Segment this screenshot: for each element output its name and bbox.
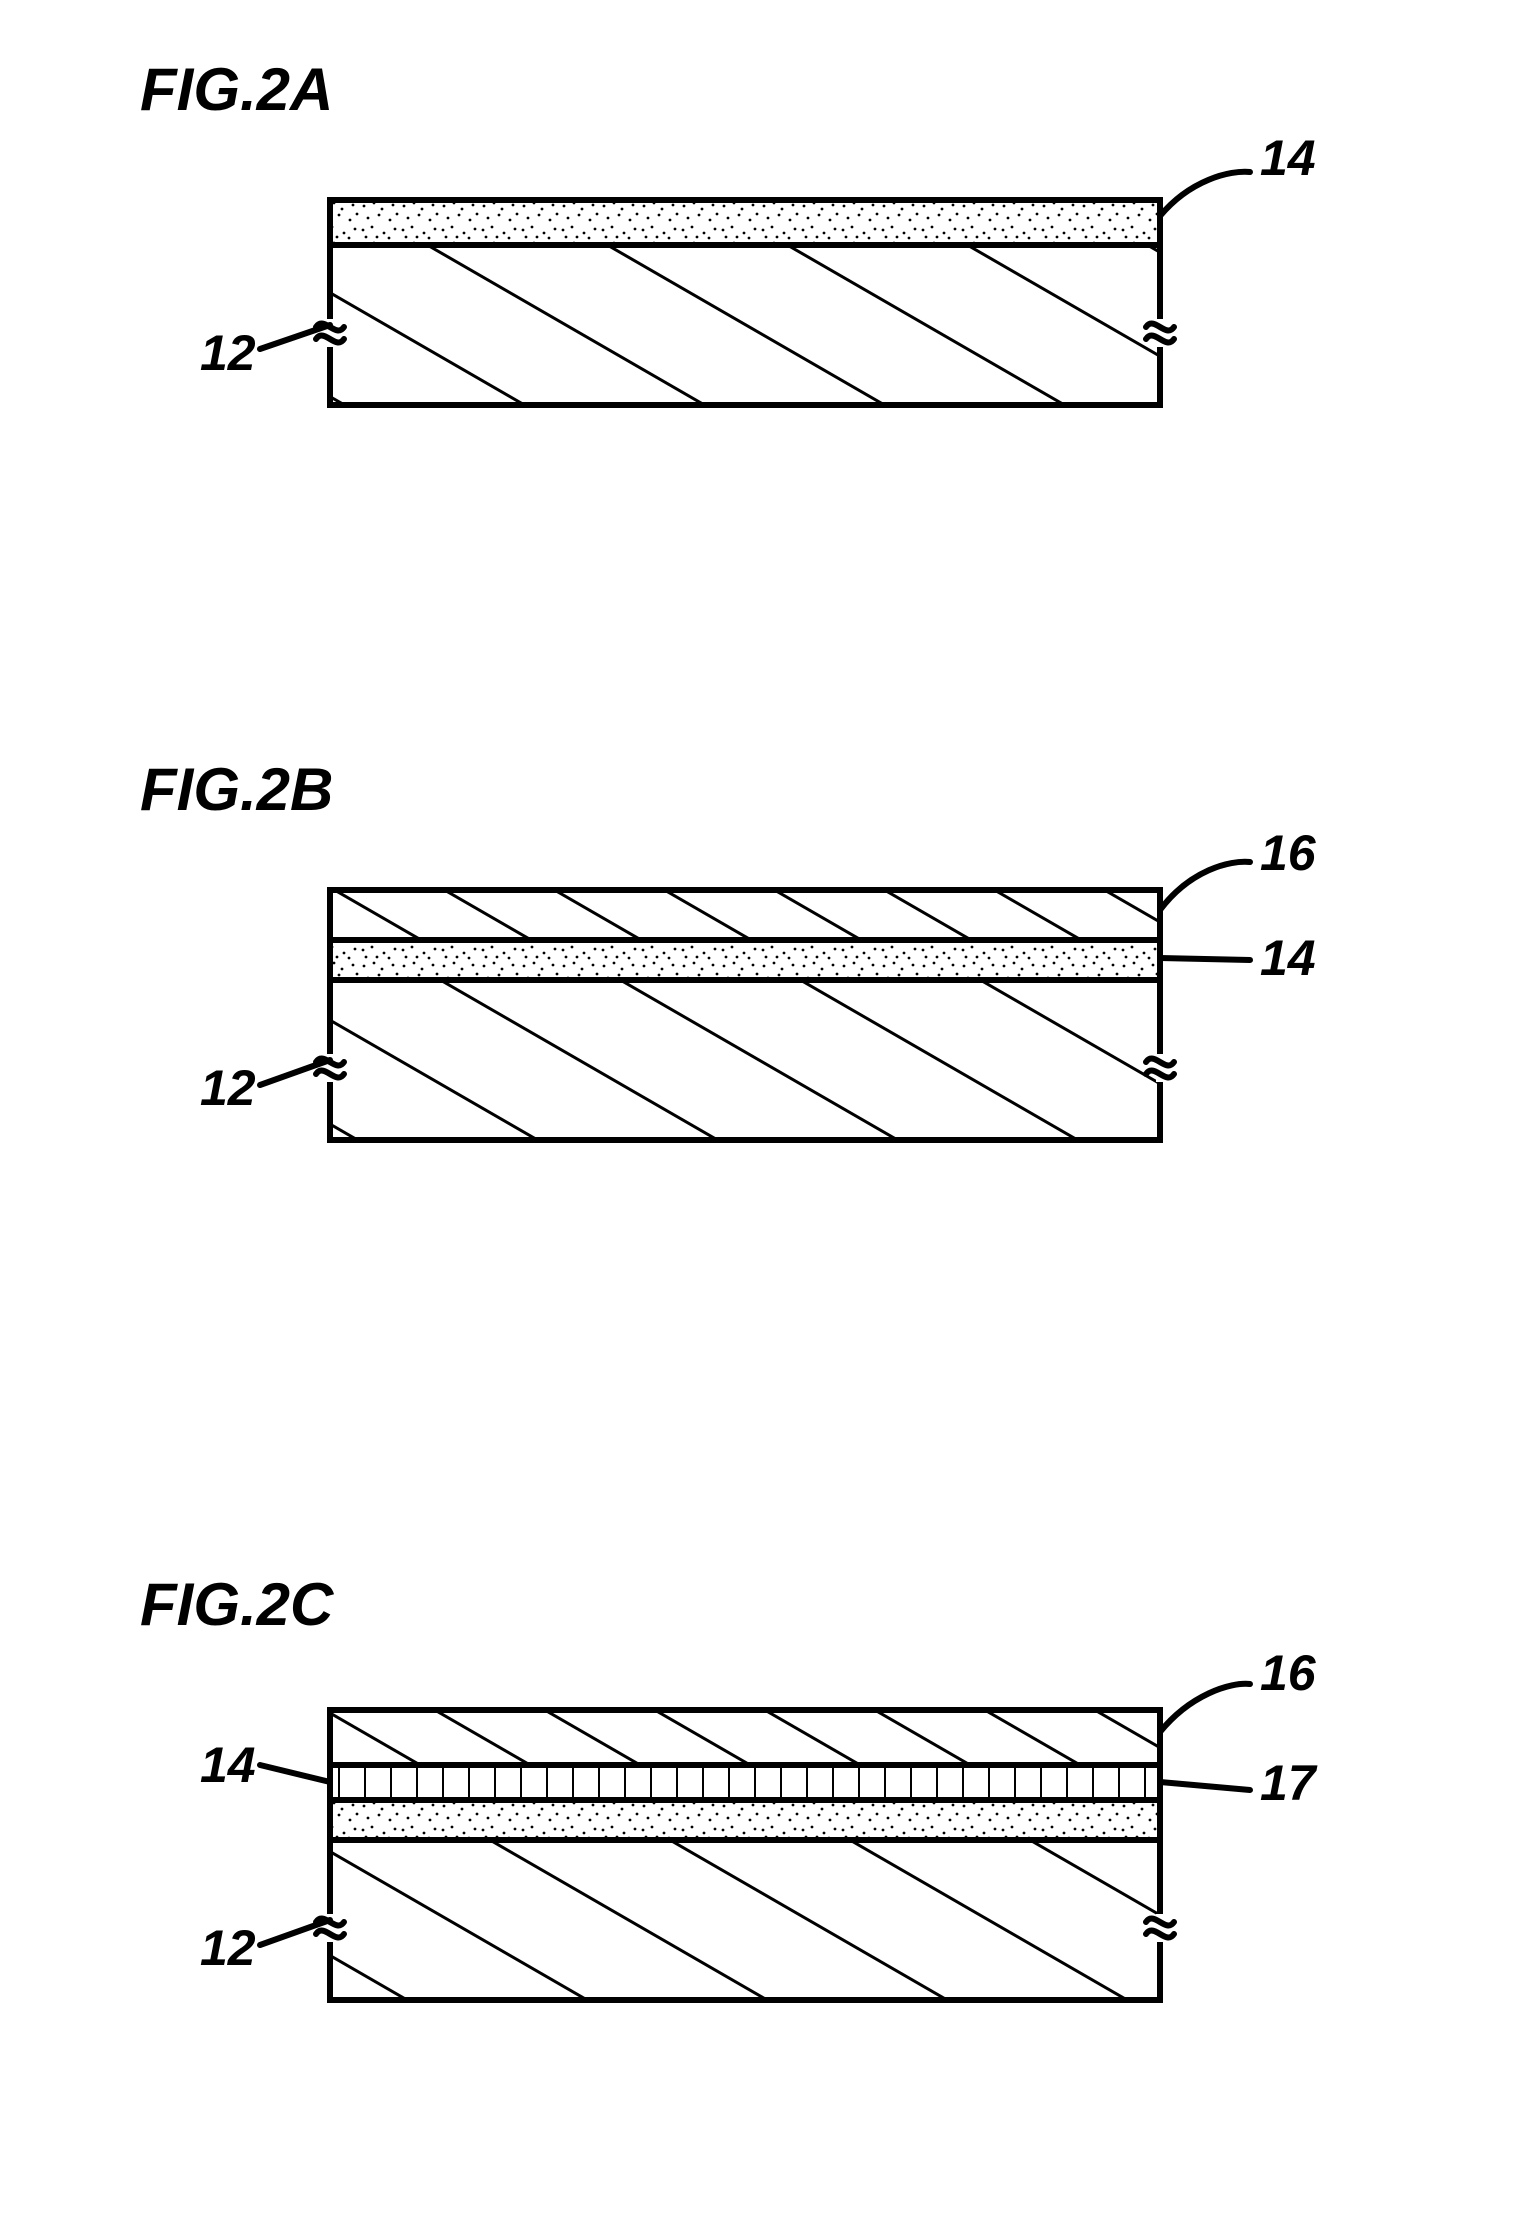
ref-label-14: 14 — [200, 1737, 256, 1793]
leader-line-14 — [1160, 958, 1250, 960]
figure-title: FIG.2A — [140, 56, 333, 123]
leader-line-16 — [1160, 862, 1250, 910]
fig2b: FIG.2B 16 14 12 — [140, 756, 1317, 1140]
layer-14 — [330, 940, 1160, 980]
ref-label-12: 12 — [200, 1060, 256, 1116]
ref-label-14: 14 — [1260, 930, 1316, 986]
layer-16 — [330, 1710, 1160, 1765]
ref-label-14: 14 — [1260, 130, 1316, 186]
layer-12 — [330, 245, 1160, 405]
layer-17 — [330, 1765, 1160, 1800]
ref-label-17: 17 — [1260, 1755, 1318, 1811]
ref-label-16: 16 — [1260, 1645, 1317, 1701]
figure-title: FIG.2B — [140, 756, 333, 823]
layer-12 — [330, 1840, 1160, 2000]
figure-title: FIG.2C — [140, 1571, 335, 1638]
leader-line-17 — [1160, 1782, 1250, 1790]
ref-label-16: 16 — [1260, 825, 1317, 881]
leader-line-16 — [1160, 1684, 1250, 1732]
layer-14 — [330, 200, 1160, 245]
layer-16 — [330, 890, 1160, 940]
fig2c: FIG.2C 16 17 14 12 — [140, 1571, 1318, 2000]
ref-label-12: 12 — [200, 1920, 256, 1976]
ref-label-12: 12 — [200, 325, 256, 381]
layer-12 — [330, 980, 1160, 1140]
leader-line-14 — [260, 1765, 330, 1782]
fig2a: FIG.2A 14 12 — [140, 56, 1316, 405]
layer-14 — [330, 1800, 1160, 1840]
leader-line-14 — [1160, 172, 1250, 216]
